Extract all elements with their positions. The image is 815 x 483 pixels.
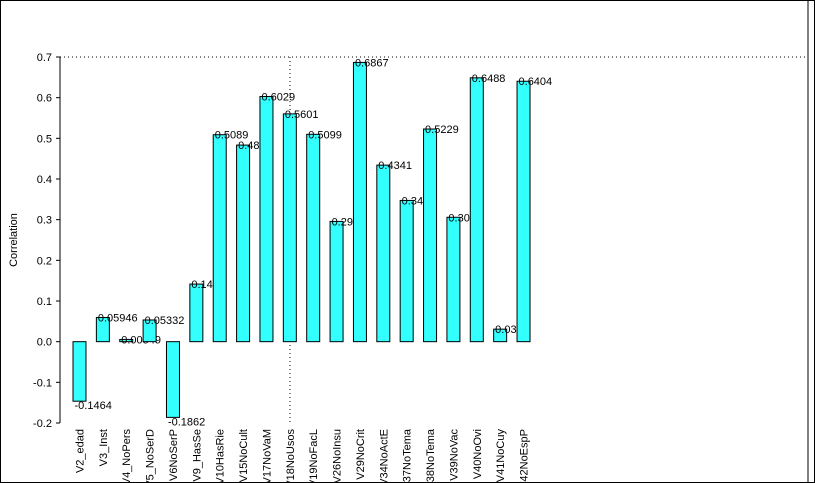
x-tick-label: V40NoOvi xyxy=(472,429,484,479)
y-axis-label: Correlation xyxy=(8,213,20,267)
value-label: -0.1862 xyxy=(168,416,205,428)
y-tick-label: 0.0 xyxy=(37,337,52,349)
x-tick-label: V42NoEspP xyxy=(519,429,531,483)
x-tick-label: V18NoUsos xyxy=(285,429,297,483)
x-tick-label: V29NoCrit xyxy=(355,429,367,480)
bar xyxy=(142,319,157,343)
value-label: 0.6029 xyxy=(261,91,295,103)
x-tick-label: V37NoTema xyxy=(402,428,414,483)
x-tick-label: V2_edad xyxy=(75,429,87,473)
bar xyxy=(306,133,321,343)
y-tick-label: -0.1 xyxy=(33,377,52,389)
bar xyxy=(446,216,461,343)
bar xyxy=(165,341,180,418)
y-tick-label: 0.5 xyxy=(37,133,52,145)
value-label: 0.05946 xyxy=(98,312,138,324)
bar xyxy=(352,61,367,343)
value-label: 0.6867 xyxy=(355,57,389,69)
bar xyxy=(95,316,110,343)
value-label: -0.1464 xyxy=(75,400,112,412)
bar xyxy=(189,283,204,343)
bar xyxy=(236,144,251,343)
value-label: 0.5089 xyxy=(215,130,249,142)
bar xyxy=(376,164,391,343)
y-tick-label: 0.7 xyxy=(37,52,52,64)
x-tick-label: V3_Inst xyxy=(98,429,110,466)
bar xyxy=(119,338,134,343)
x-tick-label: V34NoActE xyxy=(378,429,390,483)
bar xyxy=(72,341,87,402)
value-label: 0.5601 xyxy=(285,109,319,121)
y-tick-label: 0.4 xyxy=(37,174,52,186)
bar xyxy=(259,95,274,343)
x-tick-label: V6NoSerP xyxy=(168,429,180,481)
value-label: 0.4341 xyxy=(378,160,412,172)
value-label: 0.6488 xyxy=(472,73,506,85)
y-tick-label: -0.2 xyxy=(33,418,52,430)
x-tick-label: V26NoInsu xyxy=(332,429,344,483)
x-tick-label: V9_HasSe xyxy=(191,429,203,482)
x-tick-label: V19NoFacL xyxy=(308,429,320,483)
bar xyxy=(493,328,508,343)
bar xyxy=(212,134,227,343)
y-tick-label: 0.6 xyxy=(37,93,52,105)
value-label: 0.05332 xyxy=(145,315,185,327)
y-tick-label: 0.3 xyxy=(37,215,52,227)
x-tick-label: V5_NoSerD xyxy=(145,429,157,483)
bar xyxy=(329,220,344,343)
bar xyxy=(399,199,414,343)
y-tick-label: 0.1 xyxy=(37,296,52,308)
x-tick-label: V4_NoPers xyxy=(121,429,133,483)
x-tick-label: V39NoVac xyxy=(448,429,460,481)
value-label: 0.5099 xyxy=(308,129,342,141)
bar xyxy=(469,77,484,343)
bar xyxy=(516,80,531,343)
x-tick-label: V17NoVaM xyxy=(261,429,273,483)
value-label: 0.5229 xyxy=(425,124,459,136)
value-label: 0.6404 xyxy=(519,76,553,88)
x-tick-label: V38NoTema xyxy=(425,428,437,483)
x-tick-label: V15NoCult xyxy=(238,429,250,482)
bar xyxy=(423,128,438,343)
bar xyxy=(282,113,297,343)
y-tick-label: 0.2 xyxy=(37,255,52,267)
x-tick-label: V10HasRie xyxy=(215,429,227,483)
x-tick-label: V41NoCuy xyxy=(495,429,507,483)
